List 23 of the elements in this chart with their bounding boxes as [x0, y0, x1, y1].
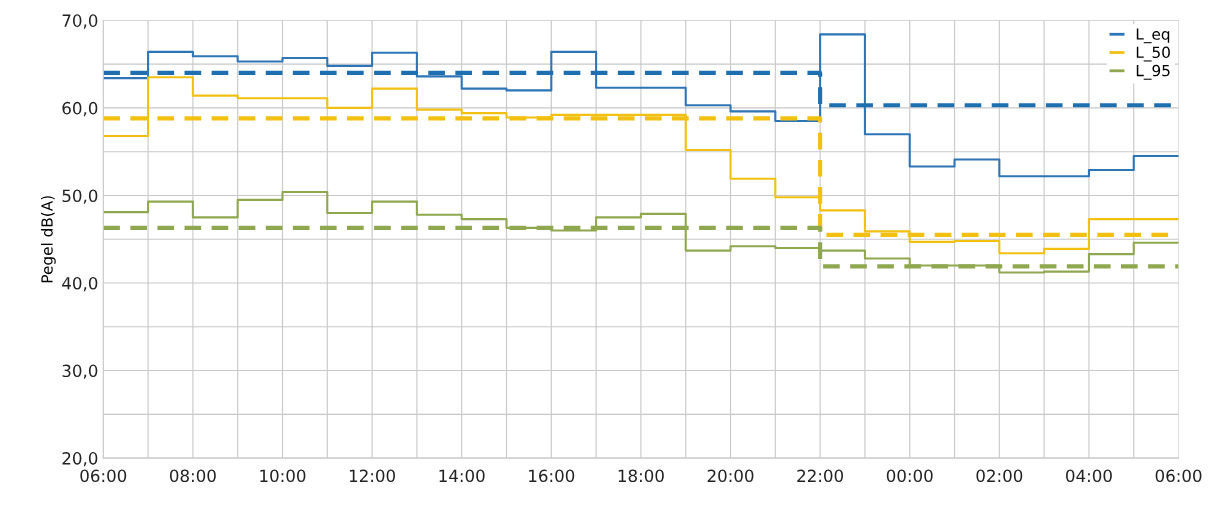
y-tick-label: 60,0 — [62, 101, 98, 117]
x-tick-label: 08:00 — [169, 469, 216, 483]
x-tick-label: 14:00 — [439, 469, 485, 483]
y-tick-label: 30,0 — [62, 364, 98, 379]
x-tick-label: 20:00 — [707, 469, 754, 483]
x-tick-label: 12:00 — [349, 469, 395, 483]
x-tick-label: 18:00 — [618, 469, 664, 483]
y-tick-label: 50,0 — [62, 189, 98, 204]
x-tick-label: 00:00 — [886, 469, 933, 483]
legend-label: L_eq — [1136, 28, 1170, 44]
x-tick-label: 06:00 — [80, 469, 127, 483]
x-tick-label: 16:00 — [529, 469, 575, 483]
y-tick-label: 40,0 — [62, 276, 98, 292]
x-tick-label: 02:00 — [976, 469, 1023, 483]
legend-label: L_95 — [1136, 64, 1170, 80]
x-tick-label: 04:00 — [1066, 469, 1112, 483]
y-tick-label: 70,0 — [62, 14, 98, 29]
x-tick-label: 10:00 — [260, 469, 306, 483]
x-tick-label: 22:00 — [797, 469, 844, 483]
y-tick-label: 20,0 — [62, 452, 98, 467]
x-tick-label: 06:00 — [1155, 469, 1202, 483]
y-axis-title: Pegel dB(A) — [40, 196, 56, 283]
legend-label: L_50 — [1136, 46, 1170, 62]
